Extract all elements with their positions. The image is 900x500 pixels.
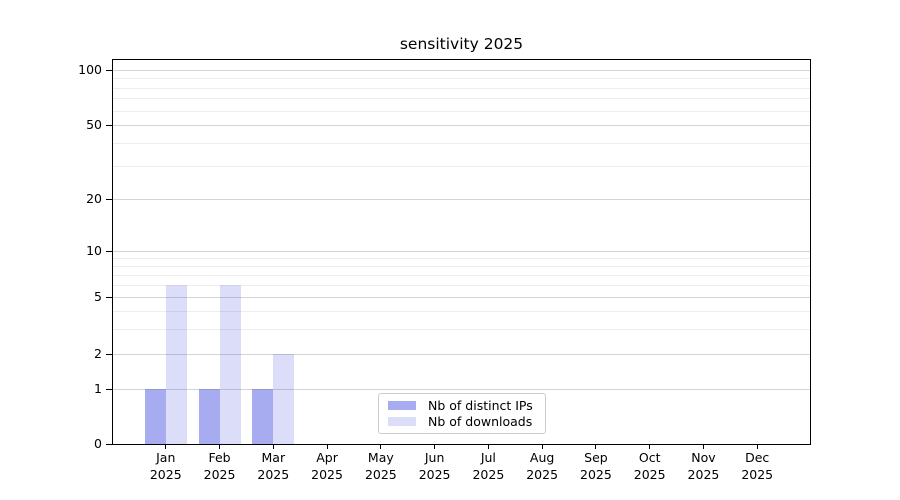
x-tick-label-oct: Oct 2025 bbox=[633, 450, 666, 482]
bar-jan-distinct-ips bbox=[144, 389, 166, 444]
y-tick-label-10: 10 bbox=[86, 243, 102, 259]
x-tick-mark-mar bbox=[272, 444, 274, 449]
x-tick-mark-dec bbox=[756, 444, 758, 449]
legend-swatch-downloads bbox=[388, 416, 416, 426]
minor-gridline-30 bbox=[113, 166, 810, 168]
bar-feb-distinct-ips bbox=[198, 389, 220, 444]
x-tick-label-jan: Jan 2025 bbox=[149, 450, 182, 482]
minor-gridline-80 bbox=[113, 87, 810, 89]
x-tick-label-feb: Feb 2025 bbox=[203, 450, 236, 482]
major-gridline-20 bbox=[113, 199, 810, 201]
legend-label-distinct-ips: Nb of distinct IPs bbox=[428, 398, 533, 414]
bar-jan-downloads bbox=[165, 284, 187, 444]
y-tick-mark-0 bbox=[106, 444, 112, 445]
y-tick-label-1: 1 bbox=[94, 381, 102, 397]
y-tick-label-0: 0 bbox=[94, 436, 102, 451]
x-tick-mark-aug bbox=[541, 444, 543, 449]
bar-mar-downloads bbox=[273, 353, 295, 444]
x-tick-mark-nov bbox=[702, 444, 704, 449]
minor-gridline-6 bbox=[113, 284, 810, 286]
major-gridline-1 bbox=[113, 389, 810, 391]
legend-swatch-distinct-ips bbox=[388, 401, 416, 411]
y-tick-label-5: 5 bbox=[94, 289, 102, 305]
y-tick-mark-5 bbox=[106, 297, 112, 299]
minor-gridline-3 bbox=[113, 328, 810, 330]
chart-title: sensitivity 2025 bbox=[399, 35, 524, 53]
minor-gridline-40 bbox=[113, 143, 810, 144]
x-tick-mark-oct bbox=[649, 444, 651, 449]
legend-item-downloads: Nb of downloads bbox=[388, 414, 536, 430]
x-tick-label-apr: Apr 2025 bbox=[311, 450, 343, 482]
y-tick-mark-20 bbox=[106, 199, 112, 201]
y-tick-label-20: 20 bbox=[86, 191, 102, 207]
major-gridline-2 bbox=[113, 353, 810, 355]
x-tick-label-may: May 2025 bbox=[364, 450, 397, 482]
y-tick-mark-100 bbox=[106, 70, 112, 71]
minor-gridline-90 bbox=[113, 78, 810, 80]
plot-area: Nb of distinct IPs Nb of downloads bbox=[112, 59, 811, 445]
x-tick-mark-jan bbox=[165, 444, 167, 449]
y-tick-mark-10 bbox=[106, 251, 112, 253]
x-tick-mark-may bbox=[380, 444, 382, 449]
y-tick-mark-2 bbox=[106, 353, 112, 355]
minor-gridline-9 bbox=[113, 258, 810, 259]
x-tick-label-mar: Mar 2025 bbox=[257, 450, 290, 482]
major-gridline-50 bbox=[113, 124, 810, 126]
x-tick-mark-sep bbox=[595, 444, 597, 449]
bar-feb-downloads bbox=[219, 284, 241, 444]
minor-gridline-7 bbox=[113, 274, 810, 276]
x-tick-mark-feb bbox=[219, 444, 221, 449]
major-gridline-5 bbox=[113, 297, 810, 299]
minor-gridline-70 bbox=[113, 98, 810, 100]
bar-mar-distinct-ips bbox=[252, 389, 274, 444]
x-tick-label-sep: Sep 2025 bbox=[580, 450, 612, 482]
y-tick-mark-1 bbox=[106, 389, 112, 391]
legend-box: Nb of distinct IPs Nb of downloads bbox=[378, 393, 546, 434]
x-tick-label-jun: Jun 2025 bbox=[418, 450, 451, 482]
legend-label-downloads: Nb of downloads bbox=[428, 413, 533, 429]
major-gridline-100 bbox=[113, 70, 810, 71]
x-tick-mark-jul bbox=[487, 444, 489, 449]
x-tick-label-nov: Nov 2025 bbox=[687, 450, 720, 482]
x-tick-mark-apr bbox=[326, 444, 328, 449]
y-tick-mark-50 bbox=[106, 124, 112, 126]
minor-gridline-60 bbox=[113, 110, 810, 112]
x-tick-label-jul: Jul 2025 bbox=[472, 450, 505, 482]
y-tick-label-50: 50 bbox=[86, 116, 102, 132]
x-tick-mark-jun bbox=[434, 444, 436, 449]
y-tick-label-2: 2 bbox=[94, 345, 102, 361]
legend-item-distinct-ips: Nb of distinct IPs bbox=[388, 398, 536, 414]
x-tick-label-aug: Aug 2025 bbox=[526, 450, 559, 482]
y-tick-label-100: 100 bbox=[78, 62, 102, 77]
x-tick-label-dec: Dec 2025 bbox=[741, 450, 774, 482]
minor-gridline-4 bbox=[113, 310, 810, 312]
minor-gridline-8 bbox=[113, 265, 810, 267]
major-gridline-10 bbox=[113, 251, 810, 253]
